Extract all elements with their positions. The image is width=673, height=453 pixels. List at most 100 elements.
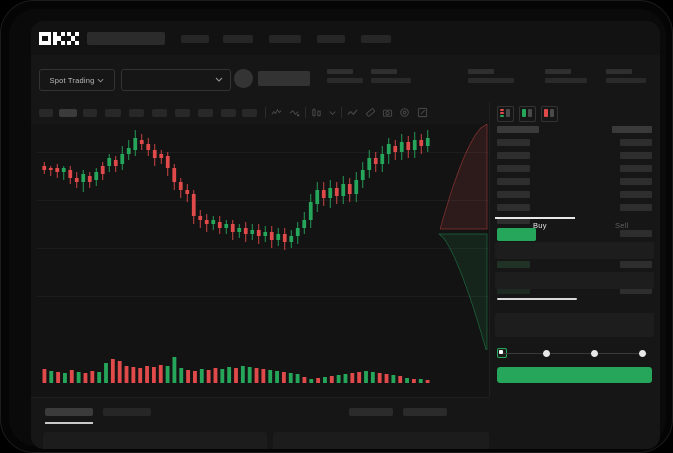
tab-open-orders[interactable] — [45, 408, 93, 416]
nav-item-4[interactable] — [317, 35, 345, 43]
indicator-icon[interactable] — [271, 107, 282, 118]
orderbook-layout-bids-icon[interactable] — [519, 106, 536, 122]
order-book-qty-row — [620, 165, 652, 172]
timeframe-10[interactable] — [242, 109, 257, 117]
tab-sell[interactable]: Sell — [615, 221, 629, 230]
fullscreen-icon[interactable] — [417, 107, 428, 118]
chevron-down-icon — [215, 77, 223, 82]
timeframe-8[interactable] — [198, 109, 213, 117]
tab-buy[interactable]: Buy — [533, 221, 547, 230]
device-bezel: Spot Trading — [9, 9, 666, 449]
candlestick-series — [42, 130, 430, 250]
order-book-bid-row[interactable] — [497, 261, 530, 268]
tab-open-orders-underline — [45, 422, 93, 424]
camera-snapshot-icon[interactable] — [382, 107, 393, 118]
orderbook-layout-both-icon[interactable] — [497, 106, 514, 122]
order-book-qty-row — [620, 204, 652, 211]
stat-volume-base — [545, 69, 587, 83]
order-book-qty-row — [620, 261, 652, 268]
order-book-ask-row[interactable] — [497, 139, 530, 146]
last-price-placeholder — [258, 71, 310, 86]
stat-change — [327, 69, 363, 83]
order-book-layout-toggles — [497, 106, 558, 122]
order-book-qty-row — [620, 139, 652, 146]
orderbook-layout-asks-icon[interactable] — [541, 106, 558, 122]
chart-gridline — [37, 296, 489, 297]
volume-series — [42, 357, 430, 383]
chart-gridline — [37, 200, 489, 201]
stat-volume-quote — [606, 69, 646, 83]
order-book-spread-indicator — [497, 298, 577, 300]
okx-logo-icon[interactable] — [39, 32, 79, 45]
timeframe-4[interactable] — [105, 109, 121, 117]
order-book-header-right — [612, 126, 652, 133]
timeframe-3[interactable] — [83, 109, 97, 117]
bottom-orders-panel — [31, 397, 489, 449]
order-book-best-price[interactable] — [497, 228, 536, 241]
trading-pair-select[interactable] — [121, 69, 231, 91]
order-book-ask-row[interactable] — [497, 165, 530, 172]
ticker-subheader: Spot Trading — [31, 55, 660, 103]
order-book-qty-row — [620, 191, 652, 198]
timeframe-5[interactable] — [129, 109, 144, 117]
amount-percent-stepper[interactable] — [497, 348, 652, 358]
measure-ruler-icon[interactable] — [365, 107, 376, 118]
order-form-row-total[interactable] — [495, 313, 654, 337]
toolbar-divider-3 — [341, 107, 342, 118]
toolbar-divider-1 — [265, 107, 266, 118]
timeframe-6[interactable] — [152, 109, 167, 117]
timeframe-2[interactable] — [59, 109, 77, 117]
nav-item-2[interactable] — [223, 35, 253, 43]
timeframe-7[interactable] — [175, 109, 190, 117]
order-book-ask-row[interactable] — [497, 191, 530, 198]
nav-item-5[interactable] — [361, 35, 391, 43]
tab-order-history[interactable] — [103, 408, 151, 416]
order-form-row-price[interactable] — [495, 242, 654, 259]
bottom-content-panel-right — [273, 432, 489, 449]
order-book-bid-row[interactable] — [497, 287, 530, 294]
brand-name-placeholder — [87, 32, 165, 45]
bottom-action-1[interactable] — [349, 408, 393, 416]
compare-icon[interactable] — [289, 107, 300, 118]
top-header — [31, 21, 660, 55]
settings-gear-icon[interactable] — [399, 107, 410, 118]
buy-sell-tabs: Buy Sell — [489, 217, 660, 237]
stepper-dot-25[interactable] — [543, 349, 550, 357]
stat-high — [371, 69, 411, 83]
stepper-dot-75[interactable] — [639, 349, 646, 357]
order-book-qty-row — [620, 152, 652, 159]
timeframe-9[interactable] — [221, 109, 236, 117]
app-screen: Spot Trading — [31, 21, 660, 449]
bottom-content-panel-left — [43, 432, 267, 449]
order-form-row-amount[interactable] — [495, 272, 654, 289]
order-book-ask-row[interactable] — [497, 152, 530, 159]
chart-gridline — [37, 152, 489, 153]
buy-tab-active-underline — [495, 217, 575, 219]
stepper-track — [502, 352, 647, 354]
chart-gridline — [37, 248, 489, 249]
chart-type-icon[interactable] — [311, 107, 322, 118]
nav-item-3[interactable] — [269, 35, 301, 43]
stat-low — [468, 69, 514, 83]
pair-avatar — [234, 69, 253, 88]
order-book-header-left — [497, 126, 539, 133]
order-book-ask-row[interactable] — [497, 217, 530, 224]
trendline-icon[interactable] — [347, 107, 358, 118]
chevron-down-icon — [98, 78, 104, 82]
order-book-qty-row — [620, 178, 652, 185]
chevron-down-icon[interactable] — [327, 107, 338, 118]
toolbar-divider-2 — [305, 107, 306, 118]
trading-mode-label: Spot Trading — [49, 75, 95, 85]
stepper-dot-50[interactable] — [591, 349, 598, 357]
depth-chart-overlay — [438, 124, 488, 350]
bottom-action-2[interactable] — [403, 408, 447, 416]
trading-mode-button[interactable]: Spot Trading — [39, 69, 115, 91]
timeframe-1[interactable] — [39, 109, 53, 117]
nav-item-1[interactable] — [181, 35, 209, 43]
order-book-qty-row — [620, 230, 652, 237]
place-order-button[interactable] — [497, 367, 652, 383]
order-book-ask-row[interactable] — [497, 178, 530, 185]
order-book-ask-row[interactable] — [497, 204, 530, 211]
order-book-qty-row — [620, 287, 652, 294]
